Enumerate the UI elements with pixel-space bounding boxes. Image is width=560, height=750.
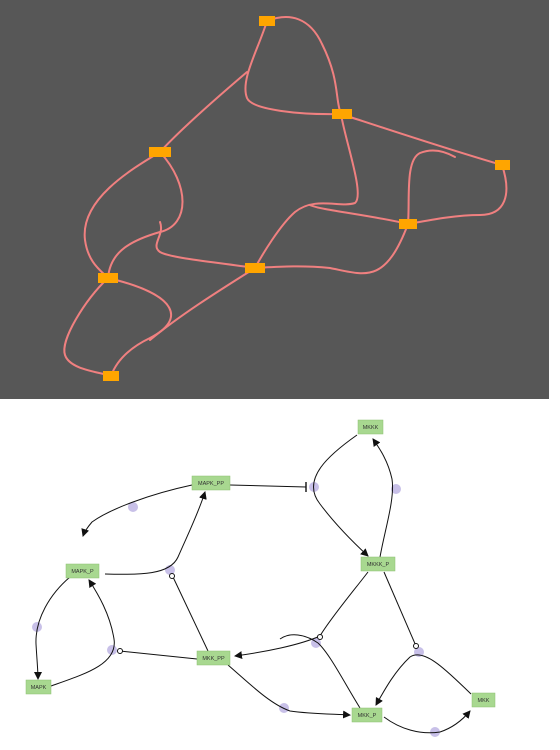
graph-node[interactable] xyxy=(332,109,352,119)
reaction-edge xyxy=(383,710,471,734)
graph-edge xyxy=(266,16,342,115)
node-mkkk[interactable]: MKKK xyxy=(357,419,384,435)
graph-canvas xyxy=(63,16,510,381)
graph-node[interactable] xyxy=(495,160,510,170)
reaction-edge xyxy=(375,654,472,706)
graph-node[interactable] xyxy=(399,219,417,229)
reaction-edge xyxy=(50,579,115,687)
catalysis-marker xyxy=(413,643,419,649)
graph-edge xyxy=(244,20,342,116)
process-dot xyxy=(391,484,401,494)
node-mkk-p[interactable]: MKK_P xyxy=(351,707,383,723)
catalysis-marker xyxy=(317,634,323,640)
graph-node[interactable] xyxy=(259,16,275,26)
process-dots xyxy=(32,482,440,737)
node-mkk[interactable]: MKK xyxy=(471,692,496,708)
graph-edge xyxy=(107,151,184,279)
pathway-canvas: MKKK MAPK_PP MKKK_P MAPK_P MKK_PP MKK xyxy=(25,419,496,737)
process-dot xyxy=(107,645,117,655)
graph-node[interactable] xyxy=(98,273,118,283)
reaction-edge xyxy=(33,576,71,680)
graph-edge xyxy=(309,204,409,225)
node-label: MKKK xyxy=(363,425,379,431)
graph-view-panel xyxy=(0,0,549,399)
graph-edge xyxy=(159,71,248,153)
graph-edge xyxy=(407,164,508,225)
pathway-edges xyxy=(33,434,472,734)
graph-edges xyxy=(63,16,508,377)
node-mkk-pp[interactable]: MKK_PP xyxy=(196,650,231,666)
graph-edge xyxy=(107,277,172,377)
graph-edge xyxy=(83,151,161,279)
graph-edge xyxy=(254,113,359,269)
inhibition-edge xyxy=(229,484,307,488)
catalysis-edge xyxy=(172,576,209,652)
node-label: MKK_PP xyxy=(202,656,225,662)
reaction-edge xyxy=(104,491,207,575)
graph-nodes xyxy=(98,16,510,381)
process-dot xyxy=(430,727,440,737)
node-mapk-pp[interactable]: MAPK_PP xyxy=(191,475,231,491)
node-label: MAPK xyxy=(31,685,47,691)
graph-edge xyxy=(155,221,256,269)
graph-edge xyxy=(407,149,456,225)
node-label: MKK xyxy=(478,698,490,704)
node-mapk-p[interactable]: MAPK_P xyxy=(65,563,100,579)
node-mapk[interactable]: MAPK xyxy=(25,679,52,695)
process-dot xyxy=(32,622,42,632)
catalysis-edge xyxy=(119,650,198,660)
catalysis-markers xyxy=(117,573,419,654)
process-dot xyxy=(128,502,138,512)
species-nodes: MKKK MAPK_PP MKKK_P MAPK_P MKK_PP MKK xyxy=(25,419,496,723)
reaction-edge xyxy=(227,664,351,719)
reaction-edge xyxy=(81,484,193,537)
node-label: MKK_P xyxy=(358,713,377,719)
graph-node[interactable] xyxy=(245,263,265,273)
node-label: MAPK_P xyxy=(71,569,94,575)
pathway-panel: MKKK MAPK_PP MKKK_P MAPK_P MKK_PP MKK xyxy=(0,399,560,750)
reaction-edge xyxy=(279,634,361,709)
graph-node[interactable] xyxy=(149,147,171,157)
reaction-edge xyxy=(313,434,369,557)
node-mkkk-p[interactable]: MKKK_P xyxy=(360,556,396,572)
catalysis-marker xyxy=(169,573,175,579)
graph-edge xyxy=(149,267,256,341)
graph-edge xyxy=(63,277,112,377)
graph-edge xyxy=(340,113,503,166)
graph-node[interactable] xyxy=(103,371,119,381)
reaction-edge xyxy=(234,571,369,660)
catalysis-marker xyxy=(117,648,123,654)
graph-edge xyxy=(254,223,409,275)
catalysis-edge xyxy=(383,571,417,647)
node-label: MKKK_P xyxy=(367,562,390,568)
reaction-edge xyxy=(372,438,394,558)
node-label: MAPK_PP xyxy=(198,481,224,487)
